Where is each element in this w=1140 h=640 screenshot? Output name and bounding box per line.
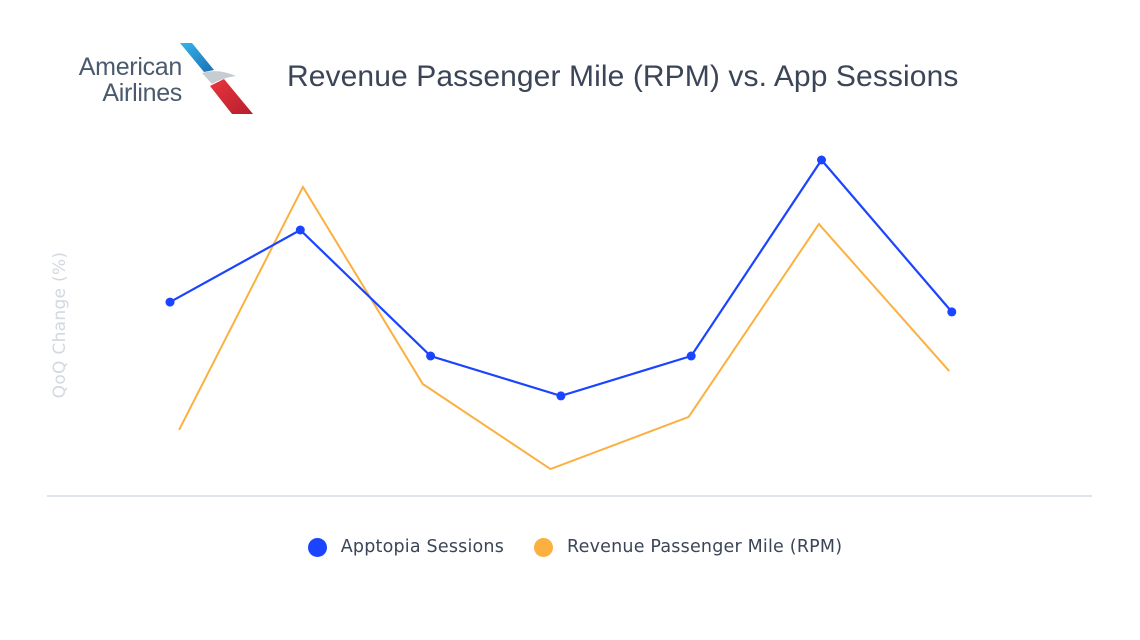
legend-item-rpm[interactable]: Revenue Passenger Mile (RPM) xyxy=(534,537,842,557)
legend-marker-sessions xyxy=(307,537,327,557)
data-point-sessions[interactable] xyxy=(295,225,305,235)
series-line-sessions xyxy=(169,158,953,398)
legend-marker-rpm xyxy=(534,537,554,557)
series-rpm xyxy=(178,184,950,471)
data-point-sessions[interactable] xyxy=(556,391,566,401)
series-line-rpm xyxy=(178,184,950,471)
series-layer xyxy=(165,155,957,471)
brand-wordmark: American Airlines xyxy=(62,53,183,107)
legend-label-sessions: Apptopia Sessions xyxy=(340,537,505,557)
brand-name-line2: Airlines xyxy=(102,79,182,107)
chart-legend: Apptopia Sessions Revenue Passenger Mile… xyxy=(0,537,1140,557)
data-point-sessions[interactable] xyxy=(947,307,957,317)
data-point-sessions[interactable] xyxy=(165,297,175,307)
american-airlines-logo: American Airlines xyxy=(62,40,262,120)
legend-label-rpm: Revenue Passenger Mile (RPM) xyxy=(567,537,843,557)
series-sessions xyxy=(165,155,957,401)
chart-title: Revenue Passenger Mile (RPM) vs. App Ses… xyxy=(287,60,959,93)
flight-symbol-icon xyxy=(180,43,253,114)
data-point-sessions[interactable] xyxy=(426,351,436,361)
data-point-sessions[interactable] xyxy=(686,351,696,361)
legend-item-sessions[interactable]: Apptopia Sessions xyxy=(307,537,505,557)
brand-name-line1: American xyxy=(78,53,183,81)
data-point-sessions[interactable] xyxy=(817,155,826,165)
